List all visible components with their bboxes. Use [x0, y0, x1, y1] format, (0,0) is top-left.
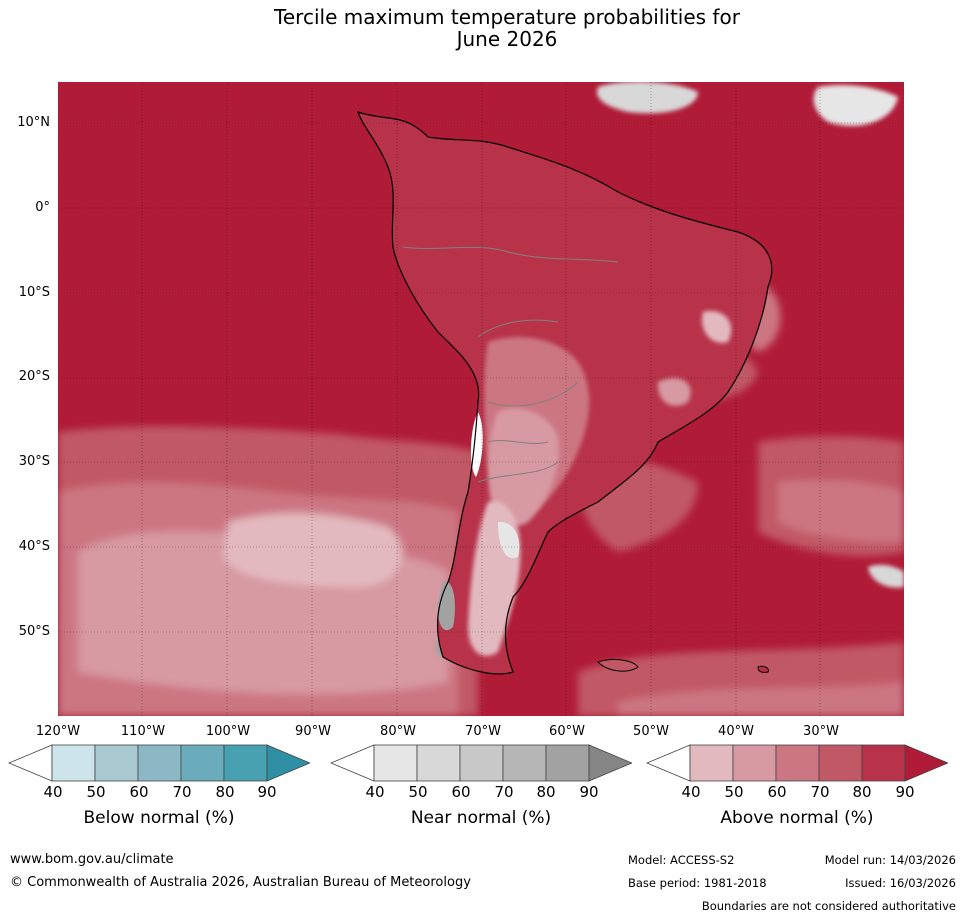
near-tick-50: 50: [408, 783, 428, 801]
near-tick-80: 80: [536, 783, 556, 801]
lat-label-40s: 40°S: [18, 539, 50, 554]
below-colorbar-bin-80: [223, 744, 268, 782]
below-tick-60: 60: [129, 783, 149, 801]
colorbar-title-above: Above normal (%): [720, 808, 874, 828]
below-colorbar-extend-low: [8, 744, 53, 782]
above-colorbar-bin-50: [732, 744, 777, 782]
copyright-notice: © Commonwealth of Australia 2026, Austra…: [10, 875, 471, 890]
near-colorbar-bin-80: [545, 744, 590, 782]
lat-label-10s: 10°S: [18, 285, 50, 300]
below-colorbar-extend-high: [266, 744, 310, 782]
below-tick-80: 80: [215, 783, 235, 801]
near-colorbar-bin-50: [416, 744, 461, 782]
lon-label-80w: 80°W: [380, 724, 416, 739]
below-tick-50: 50: [86, 783, 106, 801]
above-colorbar-extend-high: [904, 744, 948, 782]
below-tick-70: 70: [172, 783, 192, 801]
above-tick-60: 60: [767, 783, 787, 801]
lat-label-10n: 10°N: [17, 115, 50, 130]
above-tick-80: 80: [852, 783, 872, 801]
lat-label-0: 0°: [35, 200, 50, 215]
lat-label-50s: 50°S: [18, 624, 50, 639]
lon-label-120w: 120°W: [35, 724, 81, 739]
above-tick-40: 40: [681, 783, 701, 801]
lon-label-40w: 40°W: [718, 724, 754, 739]
above-colorbar-extend-low: [646, 744, 691, 782]
below-tick-40: 40: [43, 783, 63, 801]
below-colorbar-bin-60: [137, 744, 182, 782]
near-colorbar-extend-high: [588, 744, 632, 782]
base-period: Base period: 1981-2018: [628, 876, 767, 890]
near-colorbar-bin-60: [459, 744, 504, 782]
above-normal-gradient-field: [58, 282, 904, 716]
near-colorbar-extend-low: [330, 744, 375, 782]
lon-label-60w: 60°W: [549, 724, 585, 739]
lon-label-70w: 70°W: [465, 724, 501, 739]
colorbar-below-normal: [8, 744, 310, 782]
falkland-islands: [597, 659, 639, 672]
near-tick-90: 90: [579, 783, 599, 801]
lon-label-100w: 100°W: [205, 724, 251, 739]
lon-label-50w: 50°W: [633, 724, 669, 739]
colorbar-title-below: Below normal (%): [83, 808, 235, 828]
website-url: www.bom.gov.au/climate: [10, 852, 174, 867]
near-colorbar-bin-40: [373, 744, 418, 782]
boundary-disclaimer: Boundaries are not considered authoritat…: [701, 899, 956, 913]
coastline: [357, 111, 773, 675]
issued-date: Issued: 16/03/2026: [845, 876, 956, 890]
near-tick-40: 40: [365, 783, 385, 801]
model-name: Model: ACCESS-S2: [628, 853, 735, 867]
south-georgia-island: [757, 665, 769, 673]
colorbar-above-normal: [646, 744, 948, 782]
near-colorbar-bin-70: [502, 744, 547, 782]
lon-label-90w: 90°W: [295, 724, 331, 739]
lon-label-30w: 30°W: [803, 724, 839, 739]
chart-title: Tercile maximum temperature probabilitie…: [0, 6, 965, 50]
lon-label-110w: 110°W: [120, 724, 166, 739]
above-colorbar-bin-60: [775, 744, 820, 782]
lat-label-20s: 20°S: [18, 369, 50, 384]
near-tick-70: 70: [494, 783, 514, 801]
below-colorbar-bin-70: [180, 744, 225, 782]
below-colorbar-bin-40: [51, 744, 96, 782]
probability-map: [58, 82, 904, 716]
above-tick-90: 90: [895, 783, 915, 801]
south-america-landmass: [357, 111, 773, 675]
map-canvas: [58, 82, 904, 716]
below-tick-90: 90: [257, 783, 277, 801]
above-tick-70: 70: [810, 783, 830, 801]
above-colorbar-bin-70: [818, 744, 863, 782]
near-tick-60: 60: [451, 783, 471, 801]
model-run-date: Model run: 14/03/2026: [824, 853, 956, 867]
below-colorbar-bin-50: [94, 744, 139, 782]
graticule: [58, 82, 904, 716]
country-borders: [402, 246, 619, 483]
colorbar-title-near: Near normal (%): [410, 808, 552, 828]
above-colorbar-bin-80: [861, 744, 906, 782]
lat-label-30s: 30°S: [18, 454, 50, 469]
title-line-1: Tercile maximum temperature probabilitie…: [274, 5, 740, 29]
above-tick-50: 50: [724, 783, 744, 801]
above-colorbar-bin-40: [689, 744, 734, 782]
title-line-2: June 2026: [456, 27, 558, 51]
colorbar-near-normal: [330, 744, 632, 782]
